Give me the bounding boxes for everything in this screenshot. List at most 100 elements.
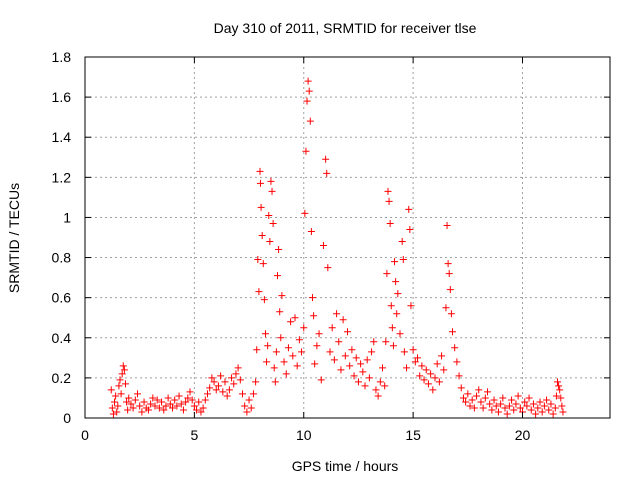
data-point — [392, 278, 400, 286]
data-point — [473, 392, 481, 400]
data-point — [459, 394, 467, 402]
data-point — [383, 270, 391, 278]
data-point — [497, 400, 505, 408]
data-point — [370, 338, 378, 346]
data-point — [151, 402, 159, 410]
data-point — [204, 390, 211, 398]
data-point — [186, 388, 194, 396]
data-point — [193, 406, 201, 414]
data-point — [523, 402, 531, 410]
data-point — [113, 408, 121, 416]
data-point — [451, 344, 459, 352]
data-point — [379, 364, 386, 372]
data-point — [324, 264, 332, 272]
data-point — [365, 374, 373, 382]
data-point — [112, 392, 120, 400]
data-point — [111, 398, 119, 406]
data-point — [435, 378, 443, 386]
data-point — [258, 231, 266, 239]
data-point — [475, 386, 483, 394]
data-point — [118, 370, 126, 378]
data-point — [479, 404, 487, 412]
data-point — [304, 77, 312, 85]
data-point — [269, 219, 277, 227]
data-point — [445, 270, 453, 278]
data-point — [140, 398, 148, 406]
data-point — [303, 97, 311, 105]
data-point — [440, 366, 448, 374]
data-point — [182, 398, 190, 406]
data-point — [265, 211, 273, 219]
data-point — [558, 402, 566, 410]
data-point — [129, 404, 137, 412]
data-point — [447, 310, 455, 318]
data-point — [470, 404, 478, 412]
data-point — [538, 408, 546, 416]
data-point — [427, 370, 435, 378]
data-point — [256, 167, 264, 175]
data-point — [335, 338, 343, 346]
data-point — [557, 394, 565, 402]
x-tick-label: 10 — [296, 427, 312, 443]
data-point — [368, 348, 376, 356]
y-tick-label: 0.4 — [52, 330, 72, 346]
y-tick-label: 1.6 — [52, 89, 72, 105]
data-point — [400, 348, 408, 356]
data-point — [532, 410, 540, 418]
data-point — [317, 376, 325, 384]
data-point — [243, 408, 251, 416]
data-point — [125, 394, 133, 402]
data-point — [195, 398, 203, 406]
data-point — [173, 402, 181, 410]
data-point — [536, 398, 544, 406]
data-point — [236, 376, 244, 384]
data-point — [245, 396, 253, 404]
data-point — [123, 398, 131, 406]
data-point — [114, 402, 122, 410]
data-point — [188, 396, 196, 404]
data-point — [212, 386, 220, 394]
data-point — [556, 386, 564, 394]
data-point — [457, 384, 465, 392]
data-point — [249, 390, 257, 398]
data-point — [313, 342, 321, 350]
data-point — [138, 408, 146, 416]
data-point — [263, 358, 271, 366]
data-point — [416, 372, 424, 380]
data-point — [429, 386, 437, 394]
data-point — [271, 378, 279, 386]
data-point — [268, 187, 276, 195]
data-point — [199, 404, 207, 412]
data-point — [357, 360, 365, 368]
data-point — [545, 406, 553, 414]
data-point — [252, 378, 260, 386]
data-point — [490, 396, 498, 404]
data-point — [280, 358, 288, 366]
data-point — [179, 406, 187, 414]
data-point — [310, 312, 318, 320]
data-point — [275, 246, 283, 254]
data-point — [551, 404, 559, 412]
data-point — [505, 402, 513, 410]
data-point — [552, 392, 560, 400]
data-point — [160, 406, 168, 414]
data-point — [391, 258, 399, 266]
data-point — [254, 256, 262, 264]
data-point — [438, 352, 446, 360]
data-point — [291, 314, 299, 322]
data-point — [388, 324, 396, 332]
data-point — [131, 396, 139, 404]
data-point — [282, 370, 290, 378]
x-tick-label: 0 — [81, 427, 89, 443]
y-tick-label: 0.2 — [52, 370, 72, 386]
data-point — [527, 406, 535, 414]
x-tick-label: 20 — [515, 427, 531, 443]
data-point — [446, 286, 454, 294]
axis-ticks — [84, 56, 610, 419]
y-tick-label: 1.2 — [52, 169, 72, 185]
data-point — [264, 342, 272, 350]
data-point — [406, 225, 414, 233]
data-point — [208, 374, 216, 382]
data-point — [267, 177, 275, 185]
data-point — [341, 352, 349, 360]
